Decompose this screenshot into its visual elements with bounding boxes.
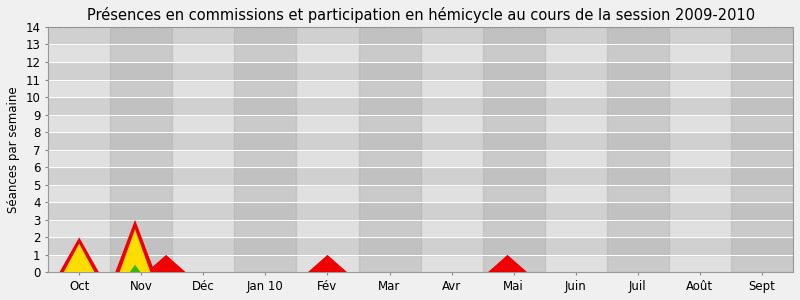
Bar: [48, 97, 793, 115]
Polygon shape: [488, 255, 527, 272]
Bar: [358, 27, 421, 272]
Polygon shape: [119, 229, 150, 272]
Bar: [48, 62, 793, 80]
Bar: [607, 27, 669, 272]
Bar: [48, 185, 793, 202]
Polygon shape: [308, 255, 347, 272]
Bar: [48, 202, 793, 220]
Bar: [48, 237, 793, 255]
Bar: [482, 27, 545, 272]
Bar: [48, 27, 793, 44]
Bar: [48, 255, 793, 272]
Bar: [234, 27, 297, 272]
Bar: [48, 167, 793, 185]
Polygon shape: [64, 244, 94, 272]
Y-axis label: Séances par semaine: Séances par semaine: [7, 86, 20, 213]
Bar: [48, 132, 793, 150]
Bar: [48, 220, 793, 237]
Polygon shape: [115, 220, 155, 272]
Polygon shape: [146, 255, 186, 272]
Polygon shape: [130, 265, 141, 272]
Polygon shape: [59, 237, 99, 272]
Title: Présences en commissions et participation en hémicycle au cours de la session 20: Présences en commissions et participatio…: [86, 7, 754, 23]
Bar: [731, 27, 793, 272]
Bar: [48, 150, 793, 167]
Bar: [48, 115, 793, 132]
Bar: [110, 27, 172, 272]
Bar: [48, 44, 793, 62]
Bar: [48, 80, 793, 97]
